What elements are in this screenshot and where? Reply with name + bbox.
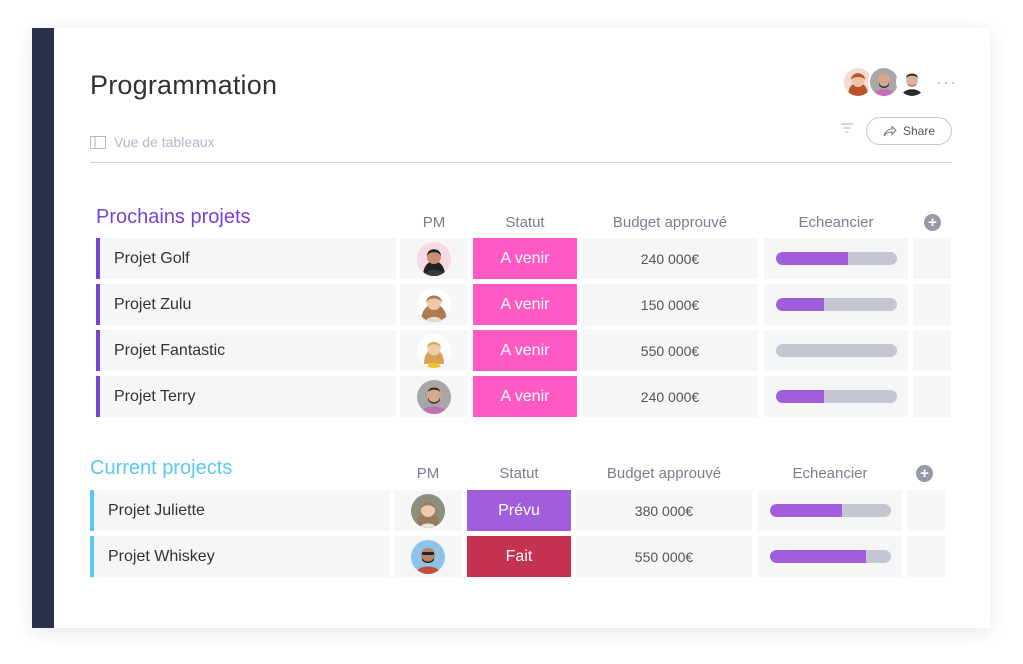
add-column-icon[interactable]: + xyxy=(916,465,933,482)
share-label: Share xyxy=(902,124,936,138)
timeline-cell[interactable] xyxy=(758,490,902,531)
status-cell[interactable]: A venir xyxy=(473,238,577,279)
empty-cell xyxy=(913,376,951,417)
board-card: Programmation ··· Vue de tableaux Share … xyxy=(32,28,990,628)
more-options-icon[interactable]: ··· xyxy=(936,72,957,92)
board-members[interactable] xyxy=(842,66,932,100)
pm-avatar xyxy=(411,539,445,574)
column-header-timeline[interactable]: Echeancier xyxy=(792,465,868,482)
pm-avatar xyxy=(417,379,451,414)
status-cell[interactable]: Fait xyxy=(467,536,571,577)
timeline-bar xyxy=(775,344,897,357)
timeline-cell[interactable] xyxy=(764,330,908,371)
timeline-bar xyxy=(769,504,891,517)
column-header-status[interactable]: Statut xyxy=(499,465,539,482)
pm-cell[interactable] xyxy=(400,330,468,371)
group-prochains-projets: Prochains projets PM Statut Budget appro… xyxy=(96,206,956,426)
timeline-fill xyxy=(775,298,824,311)
empty-cell xyxy=(913,330,951,371)
column-header-status[interactable]: Statut xyxy=(505,214,545,231)
status-cell[interactable]: A venir xyxy=(473,330,577,371)
timeline-fill xyxy=(775,252,849,265)
project-name[interactable]: Projet Juliette xyxy=(90,490,390,531)
view-switcher[interactable]: Vue de tableaux xyxy=(90,134,215,150)
timeline-bar xyxy=(775,252,897,265)
project-name[interactable]: Projet Golf xyxy=(96,238,396,279)
project-name[interactable]: Projet Zulu xyxy=(96,284,396,325)
timeline-fill xyxy=(775,390,824,403)
budget-cell[interactable]: 380 000€ xyxy=(576,490,752,531)
budget-cell[interactable]: 240 000€ xyxy=(582,238,758,279)
filter-icon[interactable] xyxy=(840,122,854,134)
pm-avatar xyxy=(417,241,451,276)
empty-cell xyxy=(913,284,951,325)
member-avatar[interactable] xyxy=(842,66,874,98)
empty-cell xyxy=(913,238,951,279)
left-sidebar-strip xyxy=(32,28,54,628)
pm-cell[interactable] xyxy=(400,284,468,325)
column-header-budget[interactable]: Budget approuvé xyxy=(612,214,728,231)
status-cell[interactable]: A venir xyxy=(473,284,577,325)
project-name[interactable]: Projet Fantastic xyxy=(96,330,396,371)
column-header-pm[interactable]: PM xyxy=(422,214,446,231)
timeline-cell[interactable] xyxy=(764,376,908,417)
project-name[interactable]: Projet Whiskey xyxy=(90,536,390,577)
status-cell[interactable]: Prévu xyxy=(467,490,571,531)
group-current-projects: Current projects PM Statut Budget approu… xyxy=(90,457,950,587)
board-title[interactable]: Programmation xyxy=(90,70,278,100)
empty-cell xyxy=(907,490,945,531)
pm-avatar xyxy=(411,493,445,528)
member-avatar[interactable] xyxy=(868,66,900,98)
add-column-icon[interactable]: + xyxy=(924,214,941,231)
column-header-pm[interactable]: PM xyxy=(416,465,440,482)
timeline-bar xyxy=(775,390,897,403)
column-header-timeline[interactable]: Echeancier xyxy=(798,214,874,231)
budget-cell[interactable]: 150 000€ xyxy=(582,284,758,325)
pm-cell[interactable] xyxy=(394,490,462,531)
budget-cell[interactable]: 550 000€ xyxy=(576,536,752,577)
status-cell[interactable]: A venir xyxy=(473,376,577,417)
pm-avatar xyxy=(417,287,451,322)
timeline-fill xyxy=(769,504,843,517)
pm-avatar xyxy=(417,333,451,368)
timeline-bar xyxy=(769,550,891,563)
project-name[interactable]: Projet Terry xyxy=(96,376,396,417)
pm-cell[interactable] xyxy=(394,536,462,577)
column-header-budget[interactable]: Budget approuvé xyxy=(606,465,722,482)
timeline-fill xyxy=(769,550,867,563)
group-title[interactable]: Current projects xyxy=(90,457,233,479)
share-icon xyxy=(883,125,897,136)
timeline-cell[interactable] xyxy=(764,238,908,279)
timeline-cell[interactable] xyxy=(764,284,908,325)
empty-cell xyxy=(907,536,945,577)
header-divider xyxy=(90,162,952,163)
group-title[interactable]: Prochains projets xyxy=(96,206,251,228)
share-button[interactable]: Share xyxy=(866,117,952,145)
budget-cell[interactable]: 550 000€ xyxy=(582,330,758,371)
budget-cell[interactable]: 240 000€ xyxy=(582,376,758,417)
timeline-cell[interactable] xyxy=(758,536,902,577)
timeline-bar xyxy=(775,298,897,311)
member-avatar[interactable] xyxy=(896,66,928,98)
pm-cell[interactable] xyxy=(400,376,468,417)
pm-cell[interactable] xyxy=(400,238,468,279)
view-label: Vue de tableaux xyxy=(114,134,215,150)
table-view-icon xyxy=(90,135,106,149)
